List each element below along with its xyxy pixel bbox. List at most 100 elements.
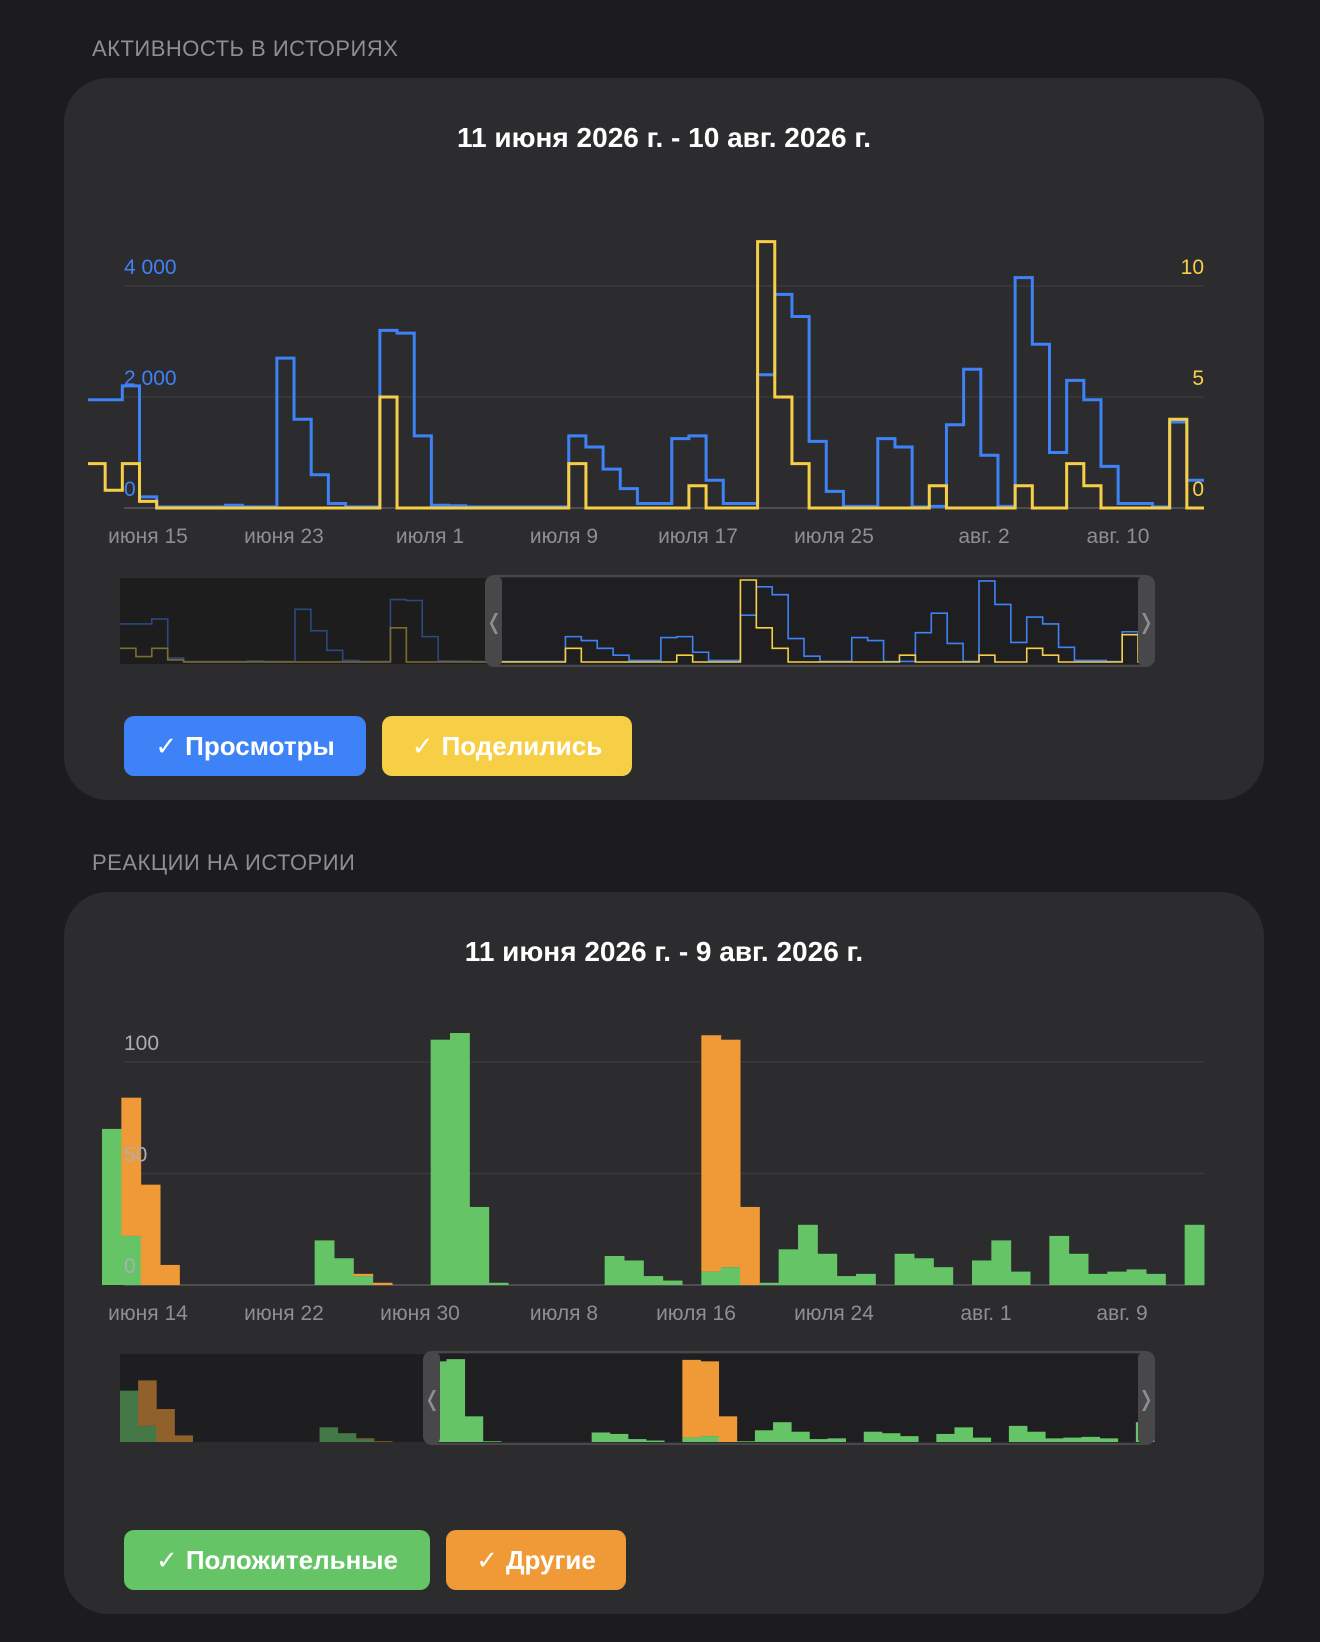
- views-legend-toggle[interactable]: ✓ Просмотры: [124, 716, 366, 776]
- x-tick-label: июня 14: [108, 1302, 188, 1325]
- x-tick-label: июня 15: [108, 525, 188, 548]
- chevron-left-icon[interactable]: ❬: [423, 1388, 441, 1412]
- overview-positive-bar: [881, 1433, 901, 1442]
- overview-positive-bar: [682, 1437, 701, 1442]
- overview-positive-bar: [754, 1430, 774, 1442]
- section-title-story-reactions: РЕАКЦИИ НА ИСТОРИИ: [92, 850, 356, 875]
- overview-positive-bar: [646, 1440, 665, 1442]
- y-tick-label: 0: [124, 1255, 136, 1278]
- overview-positive-bar: [1081, 1436, 1100, 1442]
- positive-bar: [836, 1276, 857, 1285]
- check-icon: ✓: [155, 730, 178, 761]
- positive-bar: [914, 1258, 934, 1285]
- x-tick-label: июля 16: [656, 1302, 736, 1325]
- positive-bar: [1088, 1273, 1108, 1285]
- other-bar: [701, 1035, 722, 1272]
- overview-positive-bar: [591, 1432, 611, 1442]
- positive-bar: [121, 1235, 142, 1285]
- other-bar: [372, 1282, 393, 1285]
- positive-bar: [469, 1206, 490, 1285]
- other-bar: [140, 1184, 161, 1285]
- overview-positive-bar: [319, 1427, 339, 1442]
- overview-positive-bar: [120, 1390, 139, 1442]
- check-icon: ✓: [476, 1544, 498, 1575]
- other-bar: [160, 1264, 180, 1285]
- overview-positive-bar: [900, 1436, 919, 1442]
- positive-bar: [933, 1267, 954, 1285]
- chevron-left-icon[interactable]: ❬: [485, 611, 503, 635]
- positive-bar: [604, 1256, 625, 1285]
- positive-bar: [102, 1128, 122, 1285]
- positive-bar: [1107, 1271, 1128, 1285]
- positive-bar: [643, 1276, 664, 1285]
- x-tick-label: июля 24: [794, 1302, 874, 1325]
- x-tick-label: авг. 1: [960, 1302, 1011, 1325]
- x-tick-label: июня 22: [244, 1302, 324, 1325]
- overview-positive-bar: [1027, 1431, 1046, 1442]
- views-series-line: [88, 276, 1204, 509]
- overview-other-bar: [355, 1438, 375, 1440]
- positive-bar: [798, 1224, 818, 1285]
- positive-bar: [817, 1253, 838, 1285]
- positive-bar: [1049, 1235, 1070, 1285]
- overview-dim-region: [120, 1354, 424, 1442]
- overview-positive-bar: [446, 1359, 466, 1442]
- positive-bar: [894, 1253, 915, 1285]
- overview-dim-region: [120, 578, 486, 664]
- shares-legend-toggle[interactable]: ✓ Поделились: [382, 716, 632, 776]
- overview-positive-bar: [954, 1427, 973, 1442]
- positive-legend-label: Положительные: [185, 1544, 398, 1575]
- y-tick-label: 100: [124, 1032, 159, 1055]
- positive-bar: [488, 1282, 509, 1285]
- overview-positive-bar: [700, 1436, 720, 1442]
- positive-bar: [662, 1280, 683, 1285]
- x-tick-label: июля 9: [530, 525, 598, 548]
- chevron-right-icon[interactable]: ❭: [1137, 611, 1155, 635]
- positive-bar: [1146, 1273, 1166, 1285]
- range-handle-right: [1138, 576, 1154, 666]
- x-tick-label: июня 23: [244, 525, 324, 548]
- other-bar: [740, 1206, 760, 1285]
- y-right-tick-label: 0: [1192, 478, 1204, 501]
- overview-positive-bar: [1063, 1437, 1082, 1442]
- overview-positive-bar: [1008, 1425, 1028, 1442]
- other-legend-toggle[interactable]: ✓ Другие: [446, 1530, 626, 1590]
- overview-positive-bar: [1099, 1438, 1119, 1442]
- positive-bar: [1184, 1224, 1205, 1285]
- positive-bar: [314, 1240, 335, 1285]
- overview-positive-bar: [827, 1438, 847, 1442]
- positive-bar: [353, 1276, 374, 1285]
- overview-positive-bar: [355, 1439, 375, 1442]
- story-activity-card: 11 июня 2026 г. - 10 авг. 2026 г. 0 2 000…: [64, 78, 1264, 800]
- y-left-tick-label: 2 000: [124, 367, 177, 390]
- overview-positive-bar: [936, 1433, 955, 1442]
- overview-positive-bar: [464, 1416, 484, 1442]
- positive-bar: [991, 1240, 1012, 1285]
- other-bar: [121, 1097, 142, 1236]
- positive-bar: [720, 1267, 741, 1285]
- positive-bar: [1010, 1271, 1031, 1285]
- overview-other-bar: [718, 1416, 738, 1442]
- story-reactions-card: 11 июня 2026 г. - 9 авг. 2026 г. 0 50 100 и…: [64, 892, 1264, 1614]
- x-tick-label: июля 1: [396, 525, 464, 548]
- story-activity-chart: 0 2 000 4 000 0 5 10 июня 15 июня 23 июля 1 июля …: [88, 240, 1204, 667]
- positive-legend-toggle[interactable]: ✓ Положительные: [124, 1530, 430, 1590]
- range-handle-left: [424, 1352, 440, 1444]
- overview-other-bar: [138, 1380, 157, 1426]
- positive-bar: [1126, 1269, 1147, 1285]
- x-tick-label: авг. 10: [1087, 525, 1150, 548]
- chevron-right-icon[interactable]: ❭: [1137, 1388, 1155, 1412]
- views-legend-label: Просмотры: [185, 730, 335, 761]
- story-reactions-chart: 0 50 100 июня 14 июня 22 июня 30 июля 8 июля 16…: [102, 1032, 1205, 1445]
- overview-strip: [120, 1354, 1154, 1442]
- chart-date-range: 11 июня 2026 г. - 10 авг. 2026 г.: [457, 122, 871, 153]
- positive-bar: [430, 1039, 451, 1285]
- y-tick-label: 50: [124, 1144, 147, 1167]
- overview-positive-bar: [809, 1439, 828, 1442]
- overview-other-bar: [700, 1361, 720, 1437]
- overview-other-bar: [174, 1435, 193, 1442]
- check-icon: ✓: [156, 1544, 178, 1575]
- overview-positive-bar: [609, 1433, 629, 1442]
- overview-positive-bar: [736, 1441, 756, 1442]
- positive-bar: [1068, 1253, 1089, 1285]
